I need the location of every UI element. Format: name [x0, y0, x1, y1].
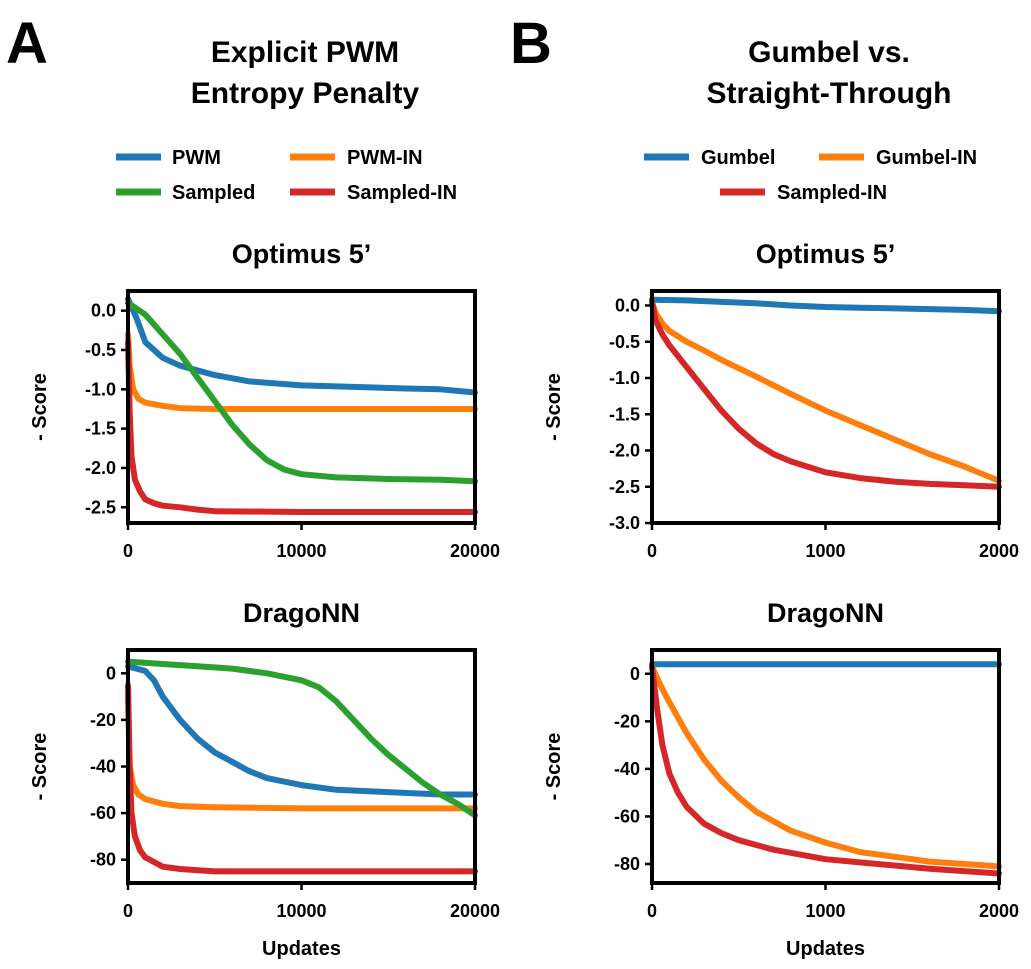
plot-b-bottom: DragoNN 0 -20 -40 -60 -80 0 1000 2000 - Score Upda… [543, 598, 1019, 960]
y-tick-label: 0 [630, 664, 640, 684]
plot-frame [126, 648, 477, 885]
series-line-sampled-in [125, 682, 478, 875]
y-tick-label: 0.0 [615, 296, 640, 316]
panel-a-legend: PWM PWM-IN Sampled Sampled-IN [116, 147, 457, 204]
y-axis-label: - Score [543, 373, 565, 441]
y-axis-label: - Score [29, 733, 51, 801]
plot-a-top: Optimus 5’ 0.0 -0.5 -1.0 -1.5 -2.0 -2.5 0 10000 2… [29, 239, 500, 561]
y-tick-label: -40 [90, 757, 116, 777]
plot-b-top: Optimus 5’ 0.0 -0.5 -1.0 -1.5 -2.0 -2.5 -3.0 0 10… [543, 239, 1019, 561]
series-line-gumbel-in [649, 663, 1002, 870]
y-axis-label: - Score [29, 373, 51, 441]
y-tick-label: -3.0 [609, 513, 640, 533]
y-tick-label: -1.0 [609, 368, 640, 388]
y-tick-label: -2.0 [85, 458, 116, 478]
legend-label-gumbel: Gumbel [701, 147, 775, 169]
legend-label-pwm: PWM [172, 147, 221, 169]
x-tick-label: 1000 [805, 541, 845, 561]
y-tick-label: -2.5 [85, 497, 116, 517]
legend-label-pwm-in: PWM-IN [347, 147, 423, 169]
legend-label-gumbel-in: Gumbel-IN [876, 147, 977, 169]
subplot-title: DragoNN [767, 598, 884, 628]
y-tick-label: -20 [614, 711, 640, 731]
panel-b-title-line-2: Straight-Through [707, 77, 952, 110]
y-tick-label: -20 [90, 710, 116, 730]
y-tick-label: -60 [90, 803, 116, 823]
y-tick-label: -40 [614, 759, 640, 779]
panel-a-title-line-1: Explicit PWM [211, 36, 399, 69]
panel-b-letter: B [510, 11, 552, 76]
x-tick-label: 0 [123, 541, 133, 561]
y-tick-label: -1.0 [85, 379, 116, 399]
x-axis-label: Updates [262, 938, 341, 960]
x-tick-label: 20000 [450, 541, 500, 561]
plot-frame [650, 289, 1001, 525]
panel-a-title-line-2: Entropy Penalty [191, 77, 420, 110]
series-line-pwm [125, 295, 478, 396]
x-tick-label: 2000 [979, 901, 1019, 921]
y-tick-label: -1.5 [85, 419, 116, 439]
x-tick-label: 2000 [979, 541, 1019, 561]
series-line-sampled-in [125, 339, 478, 515]
x-tick-label: 10000 [276, 541, 326, 561]
y-tick-label: -1.5 [609, 404, 640, 424]
series-line-gumbel [649, 296, 1002, 315]
plot-frame [650, 648, 1001, 885]
subplot-title: Optimus 5’ [232, 239, 372, 269]
y-tick-label: -0.5 [609, 332, 640, 352]
series-line-pwm-in [125, 331, 478, 412]
subplot-title: Optimus 5’ [756, 239, 896, 269]
plot-a-bottom: DragoNN 0 -20 -40 -60 -80 0 10000 20000 - Score Up… [29, 598, 500, 960]
y-tick-label: -0.5 [85, 340, 116, 360]
y-tick-label: -80 [614, 854, 640, 874]
series-line-gumbel-in [649, 298, 1002, 484]
series-line-sampled-in [649, 663, 1002, 877]
series-line-pwm [125, 663, 478, 798]
series-line-sampled [125, 299, 478, 485]
x-tick-label: 10000 [276, 901, 326, 921]
panel-a-letter: A [6, 11, 48, 76]
y-axis-label: - Score [543, 733, 565, 801]
legend-label-sampled-in-b: Sampled-IN [777, 182, 887, 204]
y-tick-label: -80 [90, 850, 116, 870]
legend-label-sampled-in-a: Sampled-IN [347, 182, 457, 204]
y-tick-label: 0 [106, 663, 116, 683]
series-line-sampled [125, 658, 478, 819]
y-tick-label: -2.5 [609, 477, 640, 497]
y-tick-label: -60 [614, 806, 640, 826]
x-tick-label: 0 [123, 901, 133, 921]
x-axis-label: Updates [786, 938, 865, 960]
subplot-title: DragoNN [243, 598, 360, 628]
y-tick-label: 0.0 [91, 301, 116, 321]
x-tick-label: 0 [647, 901, 657, 921]
panel-b-title-line-1: Gumbel vs. [748, 36, 910, 69]
legend-label-sampled: Sampled [172, 182, 255, 204]
x-tick-label: 20000 [450, 901, 500, 921]
panel-b-legend: Gumbel Gumbel-IN Sampled-IN [644, 147, 977, 204]
x-tick-label: 1000 [805, 901, 845, 921]
x-tick-label: 0 [647, 541, 657, 561]
y-tick-label: -2.0 [609, 441, 640, 461]
series-line-sampled-in [649, 298, 1002, 490]
